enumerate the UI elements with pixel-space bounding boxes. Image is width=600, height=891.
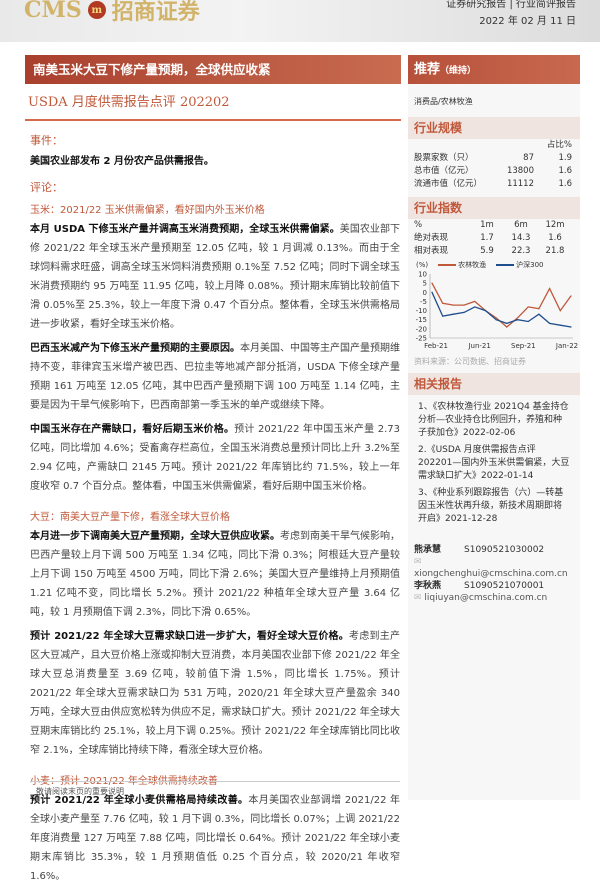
table-row: 绝对表现 1.7 14.3 1.6 [414, 233, 562, 243]
series-line-0 [431, 282, 572, 328]
corn-heading: 玉米：2021/22 玉米供需偏紧，看好国内外玉米价格 [30, 205, 265, 216]
reports-heading: 相关报告 [408, 373, 580, 395]
data-point [570, 295, 572, 297]
data-point [463, 304, 465, 306]
data-point [495, 317, 497, 319]
legend-hs300: 沪深300 [496, 260, 544, 270]
report-title: 南美玉米大豆下修产量预期，全球供应收紧 [25, 55, 401, 84]
data-point [559, 309, 561, 312]
scale-table: 占比% 股票家数（只） 87 1.9 总市值（亿元） 13800 1.6 流通市值（亿元… [414, 140, 572, 189]
logo-text: CMS [24, 0, 82, 23]
analyst-email[interactable]: liqiuyan@cmschina.com.cn [424, 593, 548, 603]
related-reports: 1、《农林牧渔行业 2021Q4 基金持仓分析—农业持仓比例回升，养殖和种子获加… [408, 395, 580, 536]
data-point [549, 322, 551, 324]
table-row: 总市值（亿元） 13800 1.6 [414, 166, 572, 176]
mail-icon: ✉ [414, 593, 425, 603]
scale-heading: 行业规模 [408, 117, 580, 139]
analyst-id: S1090521030002 [464, 545, 545, 555]
data-point [442, 315, 444, 317]
data-point [527, 306, 529, 308]
report-link[interactable]: 3、《种业系列跟踪报告（六）—转基因玉米性状再升级，新技术周期即将开启》2021… [418, 488, 564, 524]
data-point [484, 309, 487, 312]
report-date: 2022 年 02 月 11 日 [479, 16, 576, 27]
table-row: 股票家数（只） 87 1.9 [414, 153, 572, 163]
footer-note: 敬请阅读末页的重要说明 [36, 787, 124, 796]
paragraph: 本月 USDA 下修玉米产量并调高玉米消费预期，全球玉米供需偏紧。美国农业部下修… [30, 224, 401, 330]
divider [25, 119, 401, 121]
y-axis-label: (%) [416, 261, 429, 269]
data-point [527, 320, 529, 323]
page-header: CMS m 招商证券 证券研究报告 | 行业简评报告 2022 年 02 月 11 日 [0, 0, 600, 42]
data-point [431, 291, 433, 293]
data-point [431, 282, 433, 284]
analyst-email[interactable]: xiongchenghui@cmschina.com.cn [414, 569, 568, 579]
cms-logo: CMS m 招商证券 [24, 0, 200, 26]
paragraph: 巴西玉米减产为下修玉米产量预期的主要原因。本月美国、中国等主产国产量预期维持不变… [30, 343, 400, 411]
y-tick-label: -20 [416, 325, 427, 333]
data-point [442, 302, 444, 304]
data-point [452, 304, 454, 306]
analyst-name: 李秋燕 [414, 581, 442, 591]
event-heading: 事件： [30, 134, 63, 147]
analyst-name: 熊承慧 [414, 545, 442, 555]
x-tick-label: Jun-21 [467, 342, 490, 350]
paragraph: 预计 2021/22 年全球大豆需求缺口进一步扩大，看好全球大豆价格。考虑到主产… [30, 631, 400, 756]
chart-legend: (%) 农林牧渔 沪深300 [408, 260, 580, 270]
legend-farm: 农林牧渔 [438, 260, 486, 270]
data-point [538, 313, 540, 315]
data-point [570, 326, 572, 328]
y-tick-label: -25 [416, 335, 427, 343]
x-tick-label: Feb-21 [424, 342, 448, 350]
chart-source: 资料来源：公司数据、招商证券 [414, 357, 526, 366]
data-point [474, 300, 476, 303]
table-row: 流通市值（亿元） 11112 1.6 [414, 179, 572, 189]
report-link[interactable]: 2.《USDA 月度供需报告点评 202201—国内外玉米供需偏紧，大豆需求缺口… [418, 445, 570, 481]
y-tick-label: 0 [423, 289, 427, 297]
data-point [474, 306, 476, 308]
event-text: 美国农业部发布 2 月份农产品供需报告。 [30, 156, 214, 167]
y-tick-label: -10 [416, 307, 427, 315]
data-point [463, 311, 465, 313]
data-point [452, 313, 454, 315]
data-point [549, 288, 551, 290]
main-content: 事件： 美国农业部发布 2 月份农产品供需报告。 评论： 玉米：2021/22 … [30, 124, 400, 891]
report-subtitle: USDA 月度供需报告点评 202202 [28, 95, 230, 110]
mail-icon: ✉ [414, 557, 422, 567]
sector: 消费品/农林牧渔 [414, 97, 473, 106]
y-tick-label: 5 [423, 280, 427, 288]
logo-cn: 招商证券 [111, 0, 200, 25]
analyst-id: S1090521070001 [464, 581, 545, 591]
x-tick-label: Sep-21 [511, 342, 536, 350]
data-point [506, 322, 508, 324]
rating-bar: 推荐（维持） [408, 55, 580, 84]
analysts: 熊承慧 S1090521030002 ✉ xiongchenghui@cmschi… [408, 536, 580, 612]
index-table: % 1m 6m 12m 绝对表现 1.7 14.3 1.6 相对表现 5.9 22.3 21.8 [408, 219, 580, 258]
data-point [506, 326, 508, 328]
report-type: 证券研究报告 | 行业简评报告 [446, 0, 576, 10]
data-point [559, 324, 561, 326]
index-heading: 行业指数 [408, 197, 580, 219]
paragraph: 预计 2021/22 年全球小麦供需格局持续改善。本月美国农业部调增 2021/… [30, 795, 400, 882]
y-tick-label: -5 [420, 298, 427, 306]
logo-seal-icon: m [87, 1, 106, 19]
data-point [516, 319, 519, 321]
paragraph: 中国玉米存在产需缺口，看好后期玉米价格。预计 2021/22 年中国玉米产量 2… [30, 424, 400, 492]
soy-heading: 大豆：南美大豆产量下修，看涨全球大豆价格 [30, 512, 230, 523]
data-point [538, 308, 540, 310]
paragraph: 本月进一步下调南美大豆产量预期，全球大豆供应收紧。考虑到南美干旱气候影响，巴西产… [30, 531, 400, 618]
data-point [516, 317, 519, 319]
x-tick-label: Jan-22 [555, 342, 578, 350]
series-line-1 [431, 292, 572, 328]
report-link[interactable]: 1、《农林牧渔行业 2021Q4 基金持仓分析—农业持仓比例回升，养殖和种子获加… [418, 402, 569, 438]
y-tick-label: -15 [416, 316, 427, 324]
sidebar: 推荐（维持） 消费品/农林牧渔 行业规模 占比% 股票家数（只） 87 1.9 总市… [408, 55, 580, 800]
comment-heading: 评论： [30, 181, 63, 194]
y-tick-label: 10 [418, 271, 427, 279]
table-row: 相对表现 5.9 22.3 21.8 [414, 246, 565, 256]
footer-divider [30, 781, 400, 782]
data-point [495, 319, 497, 321]
